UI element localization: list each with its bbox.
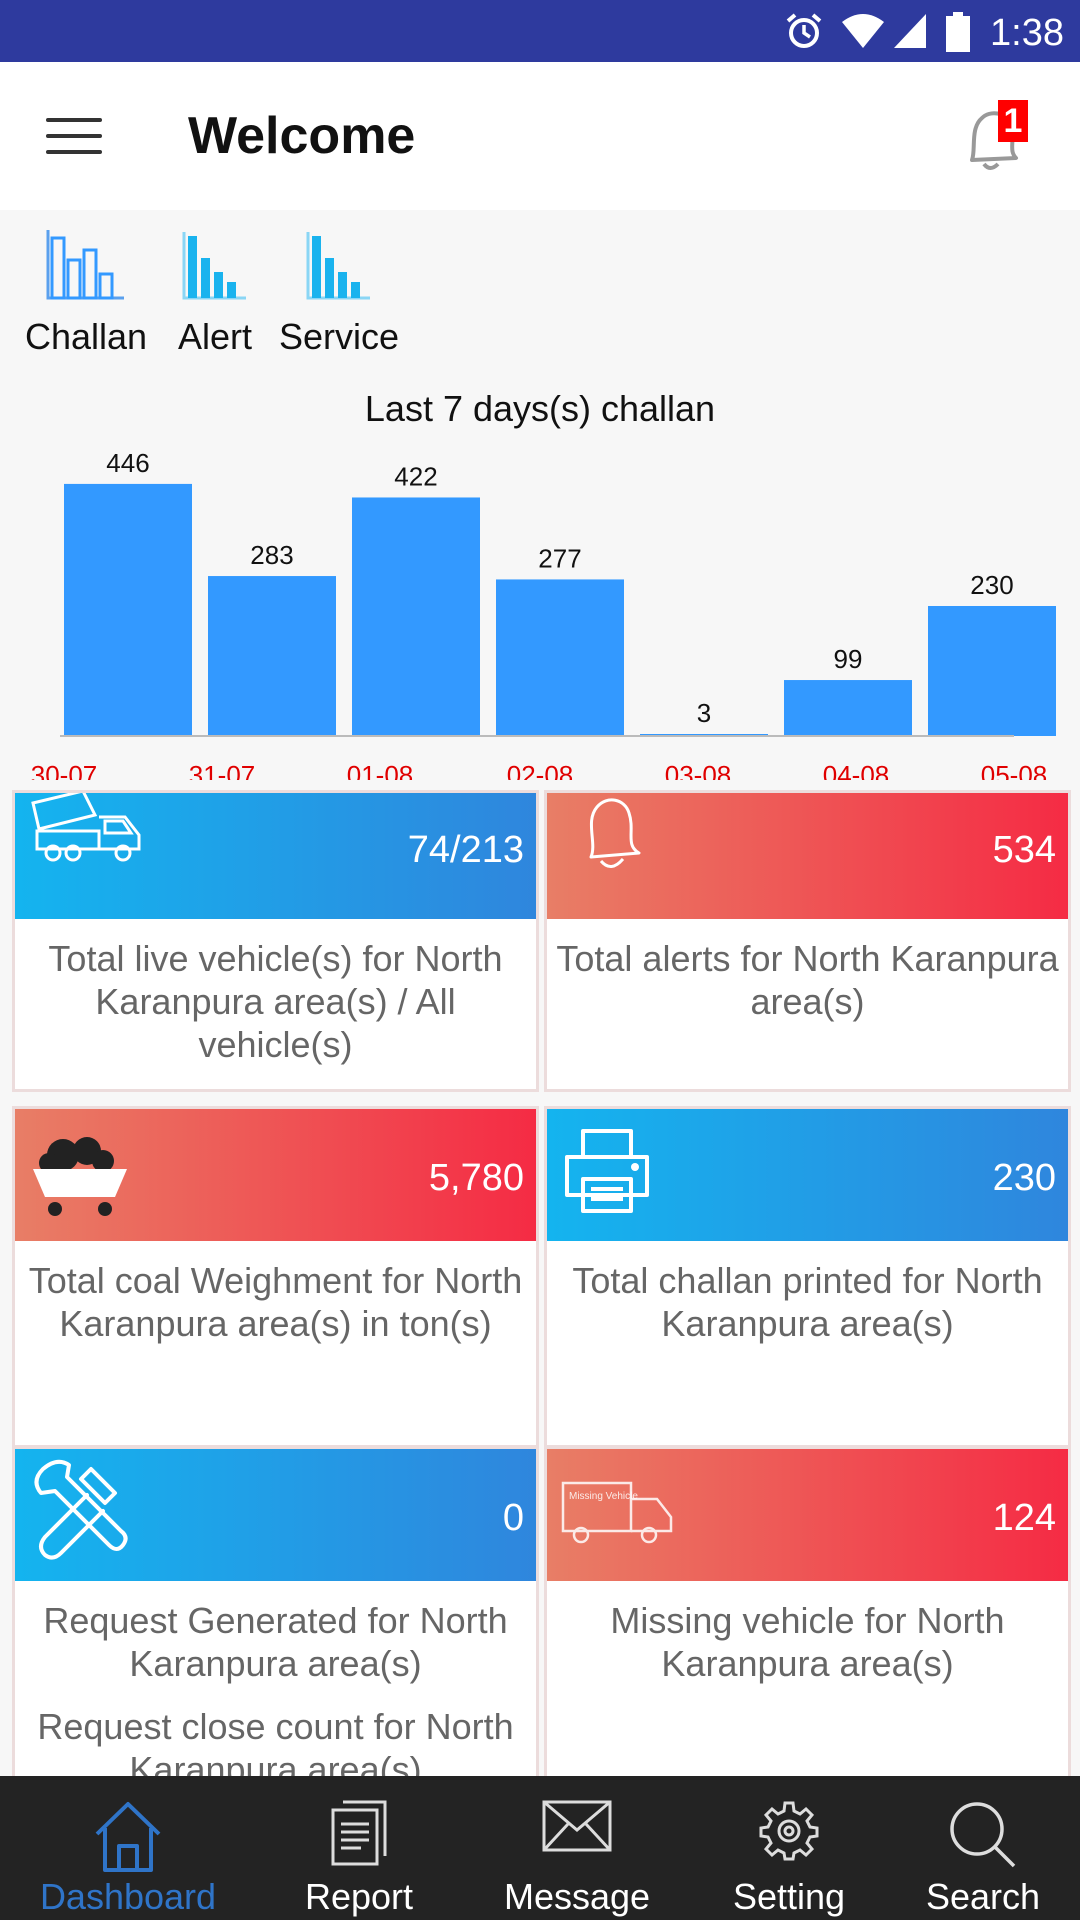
card-value: 534	[992, 829, 1056, 871]
nav-label: Setting	[732, 1876, 846, 1917]
chart-bar-31-07	[208, 576, 336, 736]
card-header: Missing Vehicle 124	[547, 1449, 1068, 1581]
nav-search[interactable]: Search	[886, 1776, 1080, 1920]
chart-bar-02-08	[496, 579, 624, 736]
chart-data-label: 446	[106, 448, 149, 478]
chart-tick-label: 02-08	[507, 760, 574, 780]
hamburger-menu-icon[interactable]	[46, 118, 102, 158]
cell-signal-icon	[894, 14, 926, 48]
nav-label: Message	[503, 1876, 651, 1917]
bar-chart-icon	[306, 232, 370, 300]
card-description-secondary: Request close count for North Karanpura …	[37, 1706, 514, 1786]
chart-tick-label: 04-08	[823, 760, 890, 780]
chart-data-label: 283	[250, 540, 293, 570]
app-bar: Welcome 1	[0, 62, 1080, 210]
chart-bar-04-08	[784, 680, 912, 736]
chart-data-label: 3	[697, 698, 711, 728]
truck-icon	[31, 793, 141, 862]
search-icon	[950, 1802, 1016, 1868]
card-description: Total alerts for North Karanpura area(s)	[556, 938, 1059, 1022]
envelope-icon	[542, 1800, 612, 1852]
card-value: 0	[502, 1497, 524, 1539]
chart-data-label: 277	[538, 543, 581, 573]
chart-bar-01-08	[352, 497, 480, 736]
nav-label: Report	[304, 1876, 414, 1917]
tab-label: Challan	[24, 316, 148, 357]
alarm-icon	[786, 13, 822, 48]
chart-data-label: 99	[834, 644, 863, 674]
nav-label: Dashboard	[39, 1876, 217, 1917]
report-icon	[331, 1800, 387, 1866]
card-header: 74/213	[15, 793, 536, 919]
wifi-icon	[842, 14, 884, 48]
card-coal-weighment[interactable]: 5,780 Total coal Weighment for North Kar…	[12, 1106, 539, 1448]
card-description: Total challan printed for North Karanpur…	[572, 1260, 1043, 1344]
bar-chart-outline-icon	[46, 230, 124, 300]
card-value: 230	[992, 1157, 1056, 1199]
missing-vehicle-icon-text: Missing Vehicle	[569, 1491, 638, 1502]
card-header: 0	[15, 1449, 536, 1581]
gear-icon	[759, 1801, 819, 1861]
missing-vehicle-icon: Missing Vehicle	[561, 1481, 673, 1544]
bell-icon	[589, 798, 641, 868]
chart-tick-label: 05-08	[981, 760, 1048, 780]
chart-data-label: 422	[394, 461, 437, 491]
card-description: Total coal Weighment for North Karanpura…	[28, 1260, 523, 1344]
bottom-navigation: Dashboard Report Message	[0, 1776, 1080, 1920]
chart-tick-label: 31-07	[189, 760, 256, 780]
chart-data-label: 230	[970, 570, 1013, 600]
card-value: 5,780	[428, 1157, 524, 1199]
nav-setting[interactable]: Setting	[692, 1776, 886, 1920]
card-header: 5,780	[15, 1109, 536, 1241]
chart-tabs: Challan Alert Service	[0, 220, 1080, 370]
card-total-alerts[interactable]: 534 Total alerts for North Karanpura are…	[544, 790, 1071, 1092]
chart-tick-label: 03-08	[665, 760, 732, 780]
card-value: 124	[992, 1497, 1056, 1539]
notification-badge: 1	[998, 100, 1028, 142]
nav-message[interactable]: Message	[462, 1776, 692, 1920]
chart-title: Last 7 days(s) challan	[364, 388, 716, 429]
status-time: 1:38	[990, 12, 1064, 54]
status-bar: 1:38	[0, 0, 1080, 62]
tab-alert[interactable]: Alert	[170, 220, 260, 358]
nav-dashboard[interactable]: Dashboard	[0, 1776, 256, 1920]
card-description: Missing vehicle for North Karanpura area…	[610, 1600, 1005, 1684]
tab-label: Service	[278, 316, 400, 357]
card-header: 230	[547, 1109, 1068, 1241]
nav-report[interactable]: Report	[256, 1776, 462, 1920]
card-header: 534	[547, 793, 1068, 919]
card-description: Request Generated for North Karanpura ar…	[43, 1600, 508, 1684]
battery-icon	[946, 12, 970, 52]
chart-bar-05-08	[928, 606, 1056, 736]
card-challan-printed[interactable]: 230 Total challan printed for North Kara…	[544, 1106, 1071, 1448]
challan-bar-chart: 446 283 422 277 3 99 230 30-07 31-07 01-08 02-08 03…	[31, 448, 1056, 780]
coal-cart-icon	[33, 1137, 127, 1216]
card-value: 74/213	[407, 829, 524, 871]
page-title: Welcome	[188, 107, 416, 165]
chart-tick-label: 01-08	[347, 760, 414, 780]
tab-challan[interactable]: Challan	[24, 220, 148, 358]
tools-icon	[34, 1459, 128, 1560]
chart-bar-30-07	[64, 483, 192, 736]
card-service-requests[interactable]: 0 Request Generated for North Karanpura …	[12, 1446, 539, 1786]
bar-chart-icon	[182, 232, 246, 300]
printer-icon	[565, 1129, 649, 1213]
tab-label: Alert	[177, 316, 253, 357]
card-description: Total live vehicle(s) for North Karanpur…	[48, 938, 503, 1065]
home-icon	[95, 1802, 161, 1872]
chart-tick-label: 30-07	[31, 760, 98, 780]
tab-service[interactable]: Service	[276, 220, 402, 358]
card-live-vehicles[interactable]: 74/213 Total live vehicle(s) for North K…	[12, 790, 539, 1092]
card-missing-vehicles[interactable]: Missing Vehicle 124 Missing vehicle for …	[544, 1446, 1071, 1786]
nav-label: Search	[925, 1876, 1041, 1917]
